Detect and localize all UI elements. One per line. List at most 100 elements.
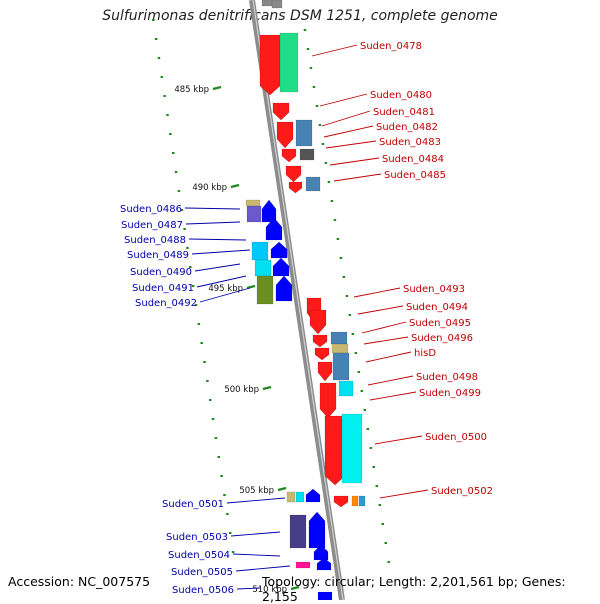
gene-label[interactable]: Suden_0496 <box>411 333 473 344</box>
gene-feature-colored[interactable] <box>351 495 359 507</box>
gene-feature-colored[interactable] <box>245 199 261 207</box>
gene-label[interactable]: Suden_0487 <box>121 220 183 231</box>
gene-label[interactable]: Suden_0492 <box>135 298 197 309</box>
gene-feature-colored[interactable] <box>295 491 305 503</box>
label-leader-line <box>311 44 358 57</box>
gene-feature-colored[interactable] <box>271 0 283 9</box>
gene-feature-reverse[interactable] <box>317 361 333 382</box>
label-leader-line <box>357 305 404 315</box>
gene-label[interactable]: Suden_0480 <box>370 90 432 101</box>
gene-feature-colored[interactable] <box>358 495 366 507</box>
gene-feature-colored[interactable] <box>254 259 272 277</box>
gene-label[interactable]: Suden_0504 <box>168 550 230 561</box>
gene-label[interactable]: Suden_0503 <box>166 532 228 543</box>
label-leader-line <box>184 207 241 210</box>
gene-feature-colored[interactable] <box>246 205 262 223</box>
scale-tick-label: 505 kbp <box>239 486 274 496</box>
gene-feature-reverse[interactable] <box>319 382 337 419</box>
label-leader-line <box>235 565 291 572</box>
gene-label[interactable]: Suden_0505 <box>171 567 233 578</box>
gene-label[interactable]: Suden_0481 <box>373 107 435 118</box>
gene-label[interactable]: Suden_0488 <box>124 235 186 246</box>
gene-feature-colored[interactable] <box>295 119 313 147</box>
major-tick <box>277 486 287 492</box>
gene-feature-colored[interactable] <box>286 491 296 503</box>
major-tick <box>246 284 256 290</box>
label-leader-line <box>379 489 429 499</box>
gene-feature-reverse[interactable] <box>333 495 349 508</box>
gene-label[interactable]: Suden_0502 <box>431 486 493 497</box>
gene-feature-forward[interactable] <box>316 557 332 571</box>
gene-feature-colored[interactable] <box>332 352 350 381</box>
label-leader-line <box>185 221 241 225</box>
major-tick <box>212 85 222 91</box>
gene-feature-colored[interactable] <box>317 591 333 600</box>
gene-feature-colored[interactable] <box>331 343 349 354</box>
gene-label[interactable]: hisD <box>414 348 436 359</box>
label-leader-line <box>199 287 251 303</box>
gene-label[interactable]: Suden_0493 <box>403 284 465 295</box>
gene-feature-forward[interactable] <box>261 199 277 223</box>
gene-feature-colored[interactable] <box>289 514 307 549</box>
gene-feature-forward[interactable] <box>308 511 326 549</box>
gene-feature-colored[interactable] <box>341 413 363 484</box>
gene-feature-forward[interactable] <box>272 257 290 277</box>
gene-feature-forward[interactable] <box>305 488 321 503</box>
gene-feature-reverse[interactable] <box>314 347 330 361</box>
label-leader-line <box>191 249 251 255</box>
gene-feature-colored[interactable] <box>305 176 321 192</box>
label-leader-line <box>363 336 409 345</box>
gene-label[interactable]: Suden_0484 <box>382 154 444 165</box>
gene-feature-reverse[interactable] <box>276 121 294 149</box>
gene-label[interactable]: Suden_0478 <box>360 41 422 52</box>
gene-feature-colored[interactable] <box>295 561 311 569</box>
scale-tick-label: 490 kbp <box>192 183 227 193</box>
gene-feature-reverse[interactable] <box>312 334 328 348</box>
gene-feature-colored[interactable] <box>330 331 348 345</box>
gene-label[interactable]: Suden_0485 <box>384 170 446 181</box>
accession-text: Accession: NC_007575 <box>8 574 151 589</box>
gene-feature-colored[interactable] <box>251 241 269 261</box>
gene-label[interactable]: Suden_0501 <box>162 499 224 510</box>
genome-backbone <box>249 0 345 600</box>
gene-label[interactable]: Suden_0489 <box>127 250 189 261</box>
gene-feature-forward[interactable] <box>265 217 283 241</box>
gene-label[interactable]: Suden_0482 <box>376 122 438 133</box>
label-leader-line <box>329 157 380 166</box>
gene-feature-colored[interactable] <box>299 148 315 161</box>
label-leader-line <box>374 435 423 445</box>
gene-label[interactable]: Suden_0500 <box>425 432 487 443</box>
backbone-line <box>249 0 345 600</box>
gene-label[interactable]: Suden_0498 <box>416 372 478 383</box>
label-leader-line <box>194 263 241 272</box>
gene-feature-reverse[interactable] <box>285 165 302 183</box>
gene-label[interactable]: Suden_0483 <box>379 137 441 148</box>
gene-label[interactable]: Suden_0494 <box>406 302 468 313</box>
gene-label[interactable]: Suden_0490 <box>130 267 192 278</box>
gene-feature-colored[interactable] <box>279 32 299 93</box>
gene-feature-forward[interactable] <box>313 544 329 561</box>
gene-feature-forward[interactable] <box>275 275 293 302</box>
scale-ticks: 485 kbp 490 kbp 495 kbp 500 kbp 505 kbp 510 k… <box>152 19 391 595</box>
gene-label[interactable]: Suden_0495 <box>409 318 471 329</box>
gene-feature-reverse[interactable] <box>272 102 290 121</box>
gene-feature-reverse[interactable] <box>309 309 327 335</box>
label-leader-line <box>230 531 281 537</box>
label-leader-line <box>369 391 417 401</box>
gene-feature-reverse[interactable] <box>281 148 297 163</box>
gene-label[interactable]: Suden_0486 <box>120 204 182 215</box>
gene-label[interactable]: Suden_0506 <box>172 585 234 596</box>
gene-feature-reverse[interactable] <box>259 34 281 96</box>
gene-feature-forward[interactable] <box>270 241 288 259</box>
gene-feature-colored[interactable] <box>256 275 274 305</box>
gene-feature-reverse[interactable] <box>324 415 346 486</box>
label-leader-line <box>236 587 261 590</box>
scale-tick-label: 500 kbp <box>224 385 259 395</box>
gene-label[interactable]: Suden_0499 <box>419 388 481 399</box>
gene-label[interactable]: Suden_0491 <box>132 283 194 294</box>
label-leader-line <box>325 140 377 149</box>
gene-feature-reverse[interactable] <box>288 181 303 194</box>
gene-feature-colored[interactable] <box>338 380 354 397</box>
backbone-highlight <box>252 0 344 600</box>
gene-features <box>245 0 366 600</box>
